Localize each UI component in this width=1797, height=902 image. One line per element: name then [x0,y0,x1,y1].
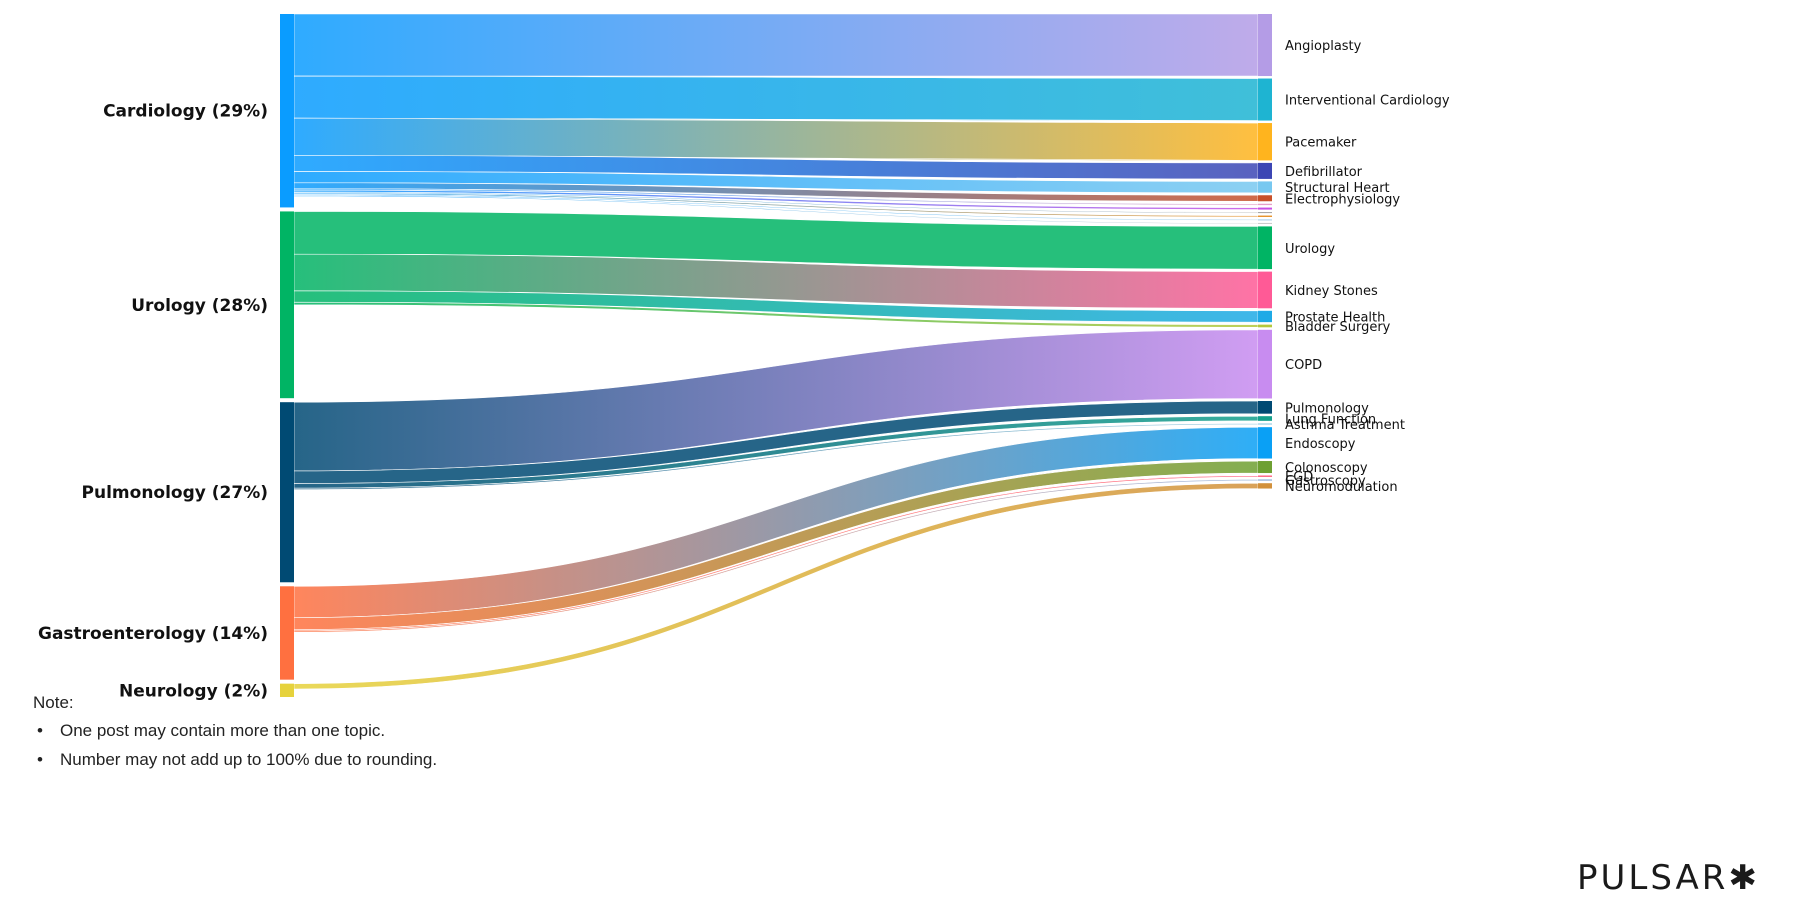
target-node [1258,222,1272,224]
note-item: • One post may contain more than one top… [33,721,437,741]
note-title: Note: [33,693,74,712]
chart-note: Note: • One post may contain more than o… [33,693,437,779]
target-node [1258,423,1272,425]
target-label: Pulmonology [1285,401,1369,416]
sankey-labels: Cardiology (29%) Urology (28%) Pulmonology… [38,39,1450,701]
sankey-link [293,415,1259,489]
source-label: Gastroenterology (14%) [38,624,268,644]
target-node [1258,219,1272,221]
source-node [280,211,294,399]
note-item-text: One post may contain more than one topic… [60,721,386,740]
source-node [280,586,294,680]
source-node [280,402,294,583]
note-list: • One post may contain more than one top… [33,721,437,770]
target-label: Lung Function [1285,413,1376,428]
note-item: • Number may not add up to 100% due to r… [33,750,437,770]
target-node [1258,14,1272,77]
target-node [1258,461,1272,474]
target-label: Endoscopy [1285,437,1356,452]
target-node [1258,479,1272,481]
target-label: Bladder Surgery [1285,320,1391,335]
target-node [1258,212,1272,214]
source-node [280,14,294,208]
target-label: Gastroscopy [1285,474,1366,489]
target-node [1258,401,1272,414]
bullet: • [37,721,43,740]
target-label: Pacemaker [1285,136,1357,151]
target-label: COPD [1285,358,1322,373]
target-label: EGD [1285,470,1313,485]
sankey-link [293,13,1259,77]
pulsar-logo: PULSAR✱ [1577,858,1760,898]
target-node [1258,427,1272,459]
target-label: Urology [1285,242,1335,257]
target-node [1258,416,1272,421]
sankey-link [293,475,1259,632]
target-node [1258,475,1272,477]
target-node [1258,162,1272,179]
target-label: Interventional Cardiology [1285,94,1450,109]
target-label: Defibrillator [1285,165,1363,180]
target-node [1258,123,1272,161]
bullet: • [37,750,43,769]
target-node [1258,226,1272,270]
source-label: Urology (28%) [131,296,268,316]
source-label: Pulmonology (27%) [82,483,268,503]
note-item-text: Number may not add up to 100% due to rou… [60,750,438,769]
target-label: Asthma Treatment [1285,418,1405,433]
target-label: Angioplasty [1285,39,1362,54]
target-node [1258,483,1272,489]
source-label: Neurology (2%) [119,681,268,701]
target-node [1258,271,1272,309]
sankey-link [293,117,1259,161]
source-node [280,683,294,697]
source-label: Cardiology (29%) [103,102,268,122]
target-label: Structural Heart [1285,181,1390,196]
target-node [1258,215,1272,217]
target-label: Neuromodulation [1285,480,1398,495]
target-node [1258,207,1272,210]
target-node [1258,181,1272,193]
sankey-nodes [280,14,1272,697]
target-label: Electrophysiology [1285,192,1400,207]
target-node [1258,329,1272,399]
target-label: Colonoscopy [1285,461,1368,476]
asterisk-icon: ✱ [1728,858,1760,898]
logo-text: PULSAR [1577,858,1729,898]
sankey-link [293,301,1259,328]
sankey-link [293,290,1259,323]
target-node [1258,203,1272,206]
target-label: Kidney Stones [1285,284,1378,299]
sankey-link [293,75,1259,121]
target-node [1258,195,1272,202]
target-node [1258,78,1272,121]
target-node [1258,310,1272,323]
target-node [1258,324,1272,328]
target-label: Prostate Health [1285,310,1385,325]
sankey-links [293,13,1259,690]
